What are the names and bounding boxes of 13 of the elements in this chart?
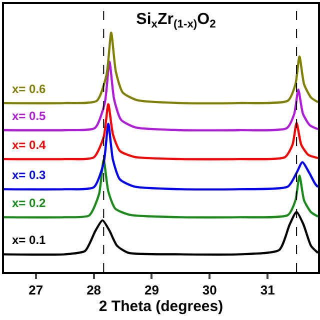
series-label: x= 0.3 xyxy=(12,168,46,182)
x-axis-title: 2 Theta (degrees) xyxy=(98,298,224,316)
chart-title: Si$_{x}$Zr$_{(1-x)}$O$_{2}$ xyxy=(136,11,216,30)
x-tick-label: 31 xyxy=(260,282,275,298)
series-label: x= 0.5 xyxy=(12,109,46,123)
series-label: x= 0.4 xyxy=(12,138,46,152)
series-label: x= 0.6 xyxy=(12,82,46,96)
series-label: x= 0.2 xyxy=(12,196,46,210)
series-label: x= 0.1 xyxy=(12,233,46,247)
x-tick-label: 27 xyxy=(28,282,44,298)
x-tick-label: 30 xyxy=(202,282,217,298)
x-tick-label: 29 xyxy=(144,282,159,298)
x-tick-label: 28 xyxy=(86,282,102,298)
